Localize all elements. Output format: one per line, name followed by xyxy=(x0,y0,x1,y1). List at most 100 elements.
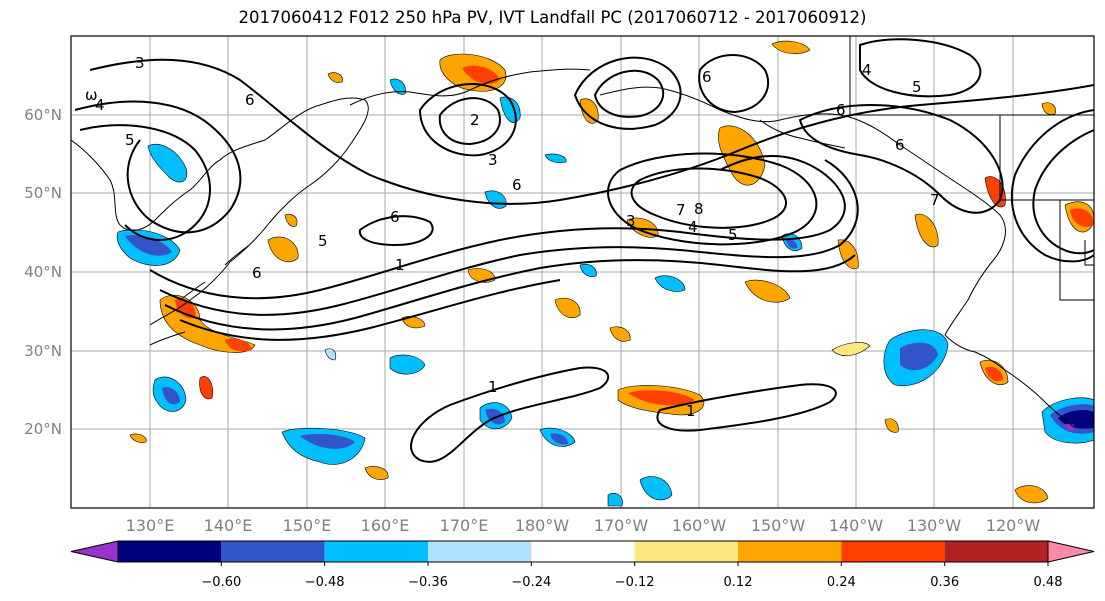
ivt-negative-core xyxy=(125,234,172,256)
colorbar: −0.60 −0.48 −0.36 −0.24 −0.12 0.12 0.24 0.36 0.4… xyxy=(70,540,1095,590)
pv-contour-label: 5 xyxy=(728,226,738,244)
pv-contour-label: 6 xyxy=(836,101,846,119)
pv-contour xyxy=(1032,129,1094,255)
pv-contour xyxy=(74,100,242,234)
latitude-labels: 20°N 30°N 40°N 50°N 60°N xyxy=(24,106,62,438)
ivt-positive-region xyxy=(267,236,299,262)
longitude-label: 130°E xyxy=(126,516,175,535)
longitude-labels: 130°E 140°E 150°E 160°E 170°E 180°W 170°W 160°W… xyxy=(126,516,1041,535)
longitude-label: 160°E xyxy=(361,516,410,535)
colorbar-segment xyxy=(118,541,222,562)
ivt-positive-core xyxy=(985,366,1003,382)
latitude-label: 20°N xyxy=(24,420,62,438)
latitude-label: 50°N xyxy=(24,184,62,202)
ivt-negative-region xyxy=(639,476,673,501)
ivt-positive-region xyxy=(364,466,389,480)
ivt-positive-region xyxy=(199,376,213,400)
pv-contour xyxy=(89,58,1094,205)
pv-contour-label: 1 xyxy=(395,256,405,274)
pv-contour-label: 8 xyxy=(694,200,704,218)
colorbar-segment xyxy=(841,541,945,562)
ivt-negative-core xyxy=(550,433,568,445)
ivt-negative-region xyxy=(147,144,188,183)
pv-contour xyxy=(607,152,818,246)
colorbar-tick-label: −0.12 xyxy=(615,575,655,590)
coastline-siberia xyxy=(349,68,591,106)
pv-contour xyxy=(593,69,665,118)
colorbar-segment xyxy=(531,541,635,562)
longitude-label: 150°W xyxy=(751,516,806,535)
ivt-negative-region xyxy=(544,153,567,164)
colorbar-tick-label: −0.48 xyxy=(305,575,345,590)
colorbar-tick-label: −0.24 xyxy=(511,575,551,590)
pv-contour xyxy=(164,254,856,331)
pv-contour xyxy=(179,279,561,341)
pv-contour-label: 2 xyxy=(470,111,480,129)
pv-contour xyxy=(859,38,982,98)
colorbar-border xyxy=(117,540,1049,563)
latitude-label: 30°N xyxy=(24,342,62,360)
ivt-negative-core xyxy=(786,239,798,249)
ivt-positive-region xyxy=(129,433,147,443)
ivt-negative-core xyxy=(485,408,505,425)
colorbar-segment xyxy=(944,541,1048,562)
ivt-negative-core xyxy=(1058,410,1094,429)
latitude-label: 40°N xyxy=(24,263,62,281)
ivt-positive-region xyxy=(771,40,811,54)
longitude-label: 130°W xyxy=(907,516,962,535)
ivt-negative-core xyxy=(1065,423,1076,431)
colorbar-tick-label: 0.48 xyxy=(1034,575,1063,590)
pv-contour xyxy=(698,54,770,114)
ivt-positive-region xyxy=(884,418,899,433)
pv-contour-label: 3 xyxy=(488,151,498,169)
pv-contour-label: 1 xyxy=(488,378,498,396)
ivt-negative-core xyxy=(162,386,180,405)
ivt-positive-region xyxy=(554,297,581,319)
pv-contour-label: 7 xyxy=(676,201,686,219)
pv-contour xyxy=(798,104,1004,214)
ivt-positive-region xyxy=(284,213,298,227)
pv-contour-1 xyxy=(656,383,837,432)
latitude-label: 60°N xyxy=(24,106,62,124)
pv-contour-label: 1 xyxy=(686,402,696,420)
ivt-negative-core xyxy=(900,342,938,371)
map-frame xyxy=(70,35,1095,509)
longitude-label: 150°E xyxy=(283,516,332,535)
colorbar-tick-label: 0.36 xyxy=(930,575,959,590)
pv-contour xyxy=(1010,109,1094,263)
ivt-positive-core xyxy=(1070,208,1094,227)
pv-contour-label: 5 xyxy=(125,131,135,149)
longitude-label: 180°W xyxy=(515,516,570,535)
colorbar-extension-low xyxy=(70,540,119,563)
ivt-positive-region xyxy=(1014,485,1049,504)
ivt-positive-region xyxy=(744,279,791,303)
ivt-positive-region xyxy=(579,98,599,124)
pv-contour xyxy=(630,167,787,229)
ivt-negative-region xyxy=(654,275,686,292)
longitude-label: 140°W xyxy=(829,516,884,535)
longitude-label: 120°W xyxy=(986,516,1041,535)
coastline-baja xyxy=(944,334,1076,429)
coastline-japan xyxy=(149,245,249,346)
pv-contour xyxy=(573,56,682,130)
map-title: 2017060412 F012 250 hPa PV, IVT Landfall… xyxy=(238,8,867,27)
pv-contour-label: 5 xyxy=(318,232,328,250)
longitude-label: 160°W xyxy=(672,516,727,535)
ivt-negative-region xyxy=(389,78,406,95)
ivt-negative-region xyxy=(324,348,337,361)
ivt-positive-region xyxy=(837,239,859,270)
colorbar-segment xyxy=(221,541,325,562)
pv-contour-label: 4 xyxy=(862,61,872,79)
pv-contours xyxy=(74,38,1094,463)
colorbar-segment xyxy=(324,541,428,562)
ivt-negative-region xyxy=(579,263,597,277)
pv-contour-label: 6 xyxy=(895,136,905,154)
colorbar-extension-high xyxy=(1047,540,1095,563)
colorbar-segment xyxy=(428,541,532,562)
longitude-label: 170°W xyxy=(594,516,649,535)
ivt-positive-region xyxy=(914,213,939,248)
pv-contour xyxy=(358,215,434,247)
pv-contour-label: 4 xyxy=(95,96,105,114)
pv-contour-label: 6 xyxy=(702,68,712,86)
